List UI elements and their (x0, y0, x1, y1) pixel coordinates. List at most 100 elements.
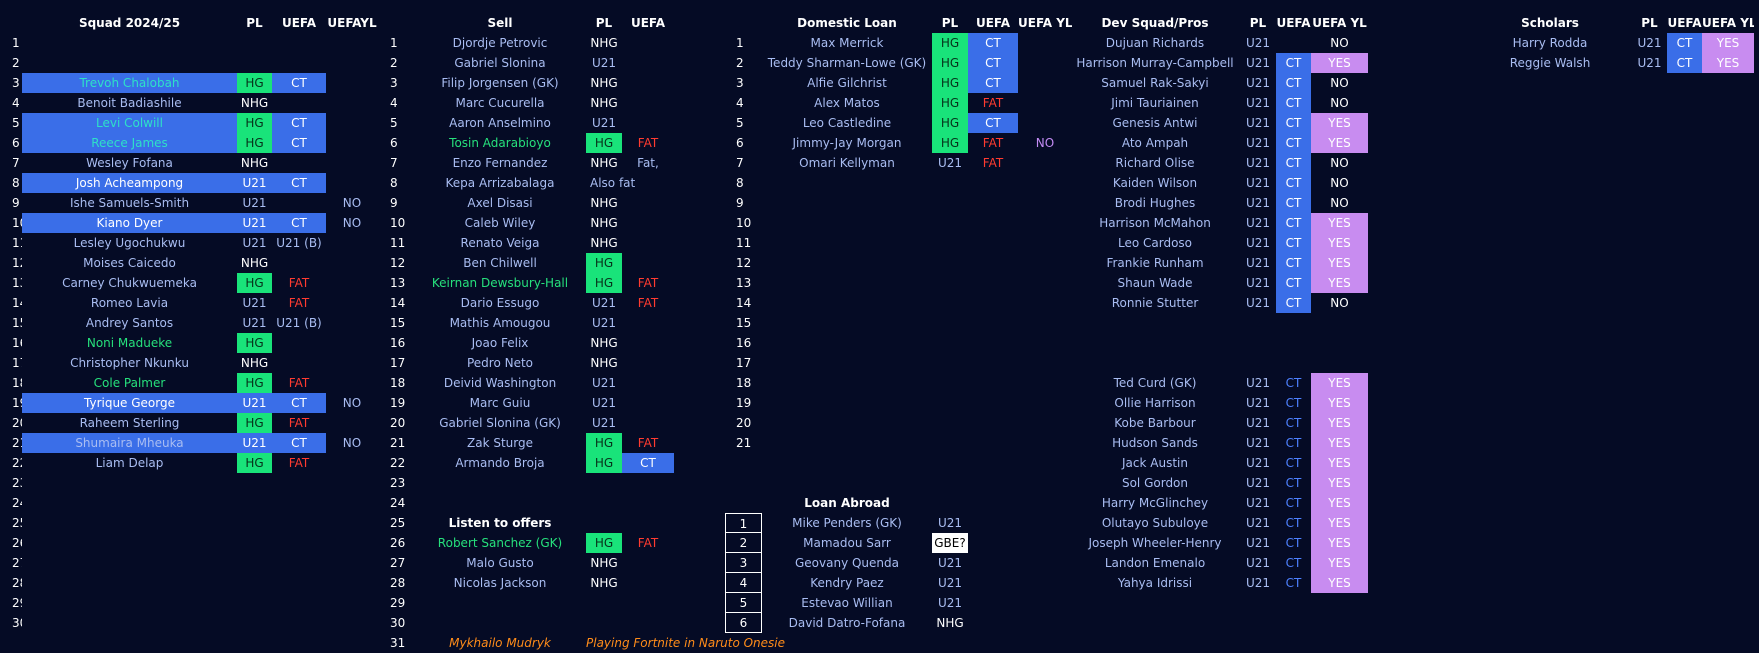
player-name[interactable]: Mykhailo Mudryk (449, 636, 551, 650)
player-name[interactable]: Jimi Tauriainen (1111, 96, 1199, 110)
player-name[interactable]: Reece James (91, 136, 168, 150)
player-name[interactable]: Ted Curd (GK) (1113, 376, 1197, 390)
player-name[interactable]: Kiano Dyer (96, 216, 163, 230)
player-name[interactable]: Richard Olise (1115, 156, 1195, 170)
player-name[interactable]: Tyrique George (84, 396, 175, 410)
player-name[interactable]: Joao Felix (471, 336, 529, 350)
player-name[interactable]: Trevoh Chalobah (79, 76, 180, 90)
player-name[interactable]: Ollie Harrison (1114, 396, 1196, 410)
player-name[interactable]: Alex Matos (814, 96, 880, 110)
pl-status: NHG (590, 356, 618, 370)
player-name[interactable]: Dario Essugo (460, 296, 540, 310)
player-name[interactable]: Robert Sanchez (GK) (437, 536, 563, 550)
player-name[interactable]: Harrison McMahon (1099, 216, 1211, 230)
player-name[interactable]: Gabriel Slonina (454, 56, 546, 70)
player-name[interactable]: Ben Chilwell (463, 256, 537, 270)
player-name[interactable]: Mike Penders (GK) (792, 516, 902, 530)
player-name[interactable]: Andrey Santos (85, 316, 174, 330)
player-name[interactable]: Leo Castledine (802, 116, 892, 130)
player-name[interactable]: Joseph Wheeler-Henry (1088, 536, 1222, 550)
player-name[interactable]: Malo Gusto (466, 556, 534, 570)
player-name[interactable]: Keirnan Dewsbury-Hall (431, 276, 569, 290)
pl-status: U21 (937, 156, 963, 170)
player-name[interactable]: Liam Delap (95, 456, 164, 470)
player-name[interactable]: Levi Colwill (96, 116, 163, 130)
player-name[interactable]: Teddy Sharman-Lowe (GK) (767, 56, 927, 70)
player-name[interactable]: Lesley Ugochukwu (73, 236, 186, 250)
squad-row: 2 (0, 53, 1759, 73)
row-number: 28 (12, 576, 22, 590)
player-name[interactable]: Aaron Anselmino (449, 116, 551, 130)
player-name[interactable]: Mathis Amougou (449, 316, 551, 330)
player-name[interactable]: Landon Emenalo (1104, 556, 1206, 570)
player-name[interactable]: Alfie Gilchrist (807, 76, 887, 90)
player-name[interactable]: Deivid Washington (443, 376, 557, 390)
player-name[interactable]: Gabriel Slonina (GK) (439, 416, 561, 430)
player-name[interactable]: Ishe Samuels-Smith (69, 196, 190, 210)
player-name[interactable]: Omari Kellyman (799, 156, 895, 170)
player-name[interactable]: Mamadou Sarr (803, 536, 891, 550)
player-name[interactable]: Jack Austin (1122, 456, 1188, 470)
player-name[interactable] (762, 333, 932, 353)
player-name[interactable]: Benoit Badiashile (77, 96, 182, 110)
player-name[interactable]: Marc Cucurella (455, 96, 545, 110)
player-name[interactable]: Zak Sturge (467, 436, 533, 450)
player-name[interactable]: Kepa Arrizabalaga (445, 176, 555, 190)
player-name[interactable]: Frankie Runham (1106, 256, 1204, 270)
player-name[interactable]: Genesis Antwi (1112, 116, 1198, 130)
player-name[interactable] (762, 353, 932, 373)
player-name[interactable]: Harry McGlinchey (1101, 496, 1209, 510)
player-name[interactable]: Ato Ampah (1121, 136, 1189, 150)
player-name[interactable]: Ronnie Stutter (1111, 296, 1199, 310)
player-name[interactable]: Sol Gordon (1121, 476, 1189, 490)
player-name[interactable]: Renato Veiga (460, 236, 540, 250)
player-name[interactable] (762, 313, 932, 333)
player-name[interactable]: Marc Guiu (469, 396, 531, 410)
player-name[interactable]: Harrison Murray-Campbell (1076, 56, 1234, 70)
player-name[interactable]: Reggie Walsh (1509, 56, 1591, 70)
row-number: 30 (12, 616, 22, 630)
player-name[interactable]: Shumaira Mheuka (75, 436, 184, 450)
player-name[interactable]: Yahya Idrissi (1117, 576, 1193, 590)
row-number: 1 (390, 36, 398, 50)
player-name[interactable]: Carney Chukwuemeka (62, 276, 197, 290)
player-name[interactable]: Listen to offers (448, 516, 552, 530)
player-name[interactable]: Raheem Sterling (79, 416, 180, 430)
player-name[interactable]: Olutayo Subuloye (1101, 516, 1209, 530)
player-name[interactable]: Caleb Wiley (464, 216, 536, 230)
player-name[interactable]: Dujuan Richards (1105, 36, 1205, 50)
player-name[interactable]: Shaun Wade (1117, 276, 1193, 290)
sell-row: 8 Kepa Arrizabalaga Also fat (0, 173, 1759, 193)
player-name[interactable]: Harry Rodda (1512, 36, 1588, 50)
player-name[interactable]: Djordje Petrovic (452, 36, 548, 50)
player-name[interactable]: Moises Caicedo (83, 256, 176, 270)
row-number: 15 (12, 316, 22, 330)
player-name[interactable]: Christopher Nkunku (70, 356, 189, 370)
player-name[interactable]: David Datro-Fofana (788, 616, 906, 630)
player-name[interactable]: Geovany Quenda (794, 556, 899, 570)
player-name[interactable]: Tosin Adarabioyo (449, 136, 551, 150)
player-name[interactable]: Hudson Sands (1112, 436, 1198, 450)
player-name[interactable]: Estevao Willian (801, 596, 893, 610)
row-number: 3 (736, 76, 744, 90)
player-name[interactable]: Armando Broja (455, 456, 545, 470)
player-name[interactable]: Enzo Fernandez (452, 156, 548, 170)
player-name[interactable]: Leo Cardoso (1117, 236, 1193, 250)
player-name[interactable]: Filip Jorgensen (GK) (441, 76, 559, 90)
row-number: 13 (736, 276, 752, 290)
player-name[interactable]: Nicolas Jackson (453, 576, 547, 590)
player-name[interactable]: Romeo Lavia (90, 296, 169, 310)
player-name[interactable]: Max Merrick (810, 36, 884, 50)
player-name[interactable]: Noni Madueke (86, 336, 173, 350)
player-name[interactable]: Pedro Neto (466, 356, 534, 370)
player-name[interactable]: Kendry Paez (810, 576, 884, 590)
player-name[interactable]: Jimmy-Jay Morgan (792, 136, 902, 150)
player-name[interactable]: Kobe Barbour (1114, 416, 1196, 430)
player-name[interactable]: Kaiden Wilson (1112, 176, 1198, 190)
player-name[interactable]: Wesley Fofana (86, 156, 173, 170)
player-name[interactable]: Axel Disasi (467, 196, 533, 210)
player-name[interactable]: Cole Palmer (93, 376, 166, 390)
player-name[interactable]: Samuel Rak-Sakyi (1101, 76, 1209, 90)
player-name[interactable]: Brodi Hughes (1114, 196, 1196, 210)
player-name[interactable]: Josh Acheampong (75, 176, 184, 190)
